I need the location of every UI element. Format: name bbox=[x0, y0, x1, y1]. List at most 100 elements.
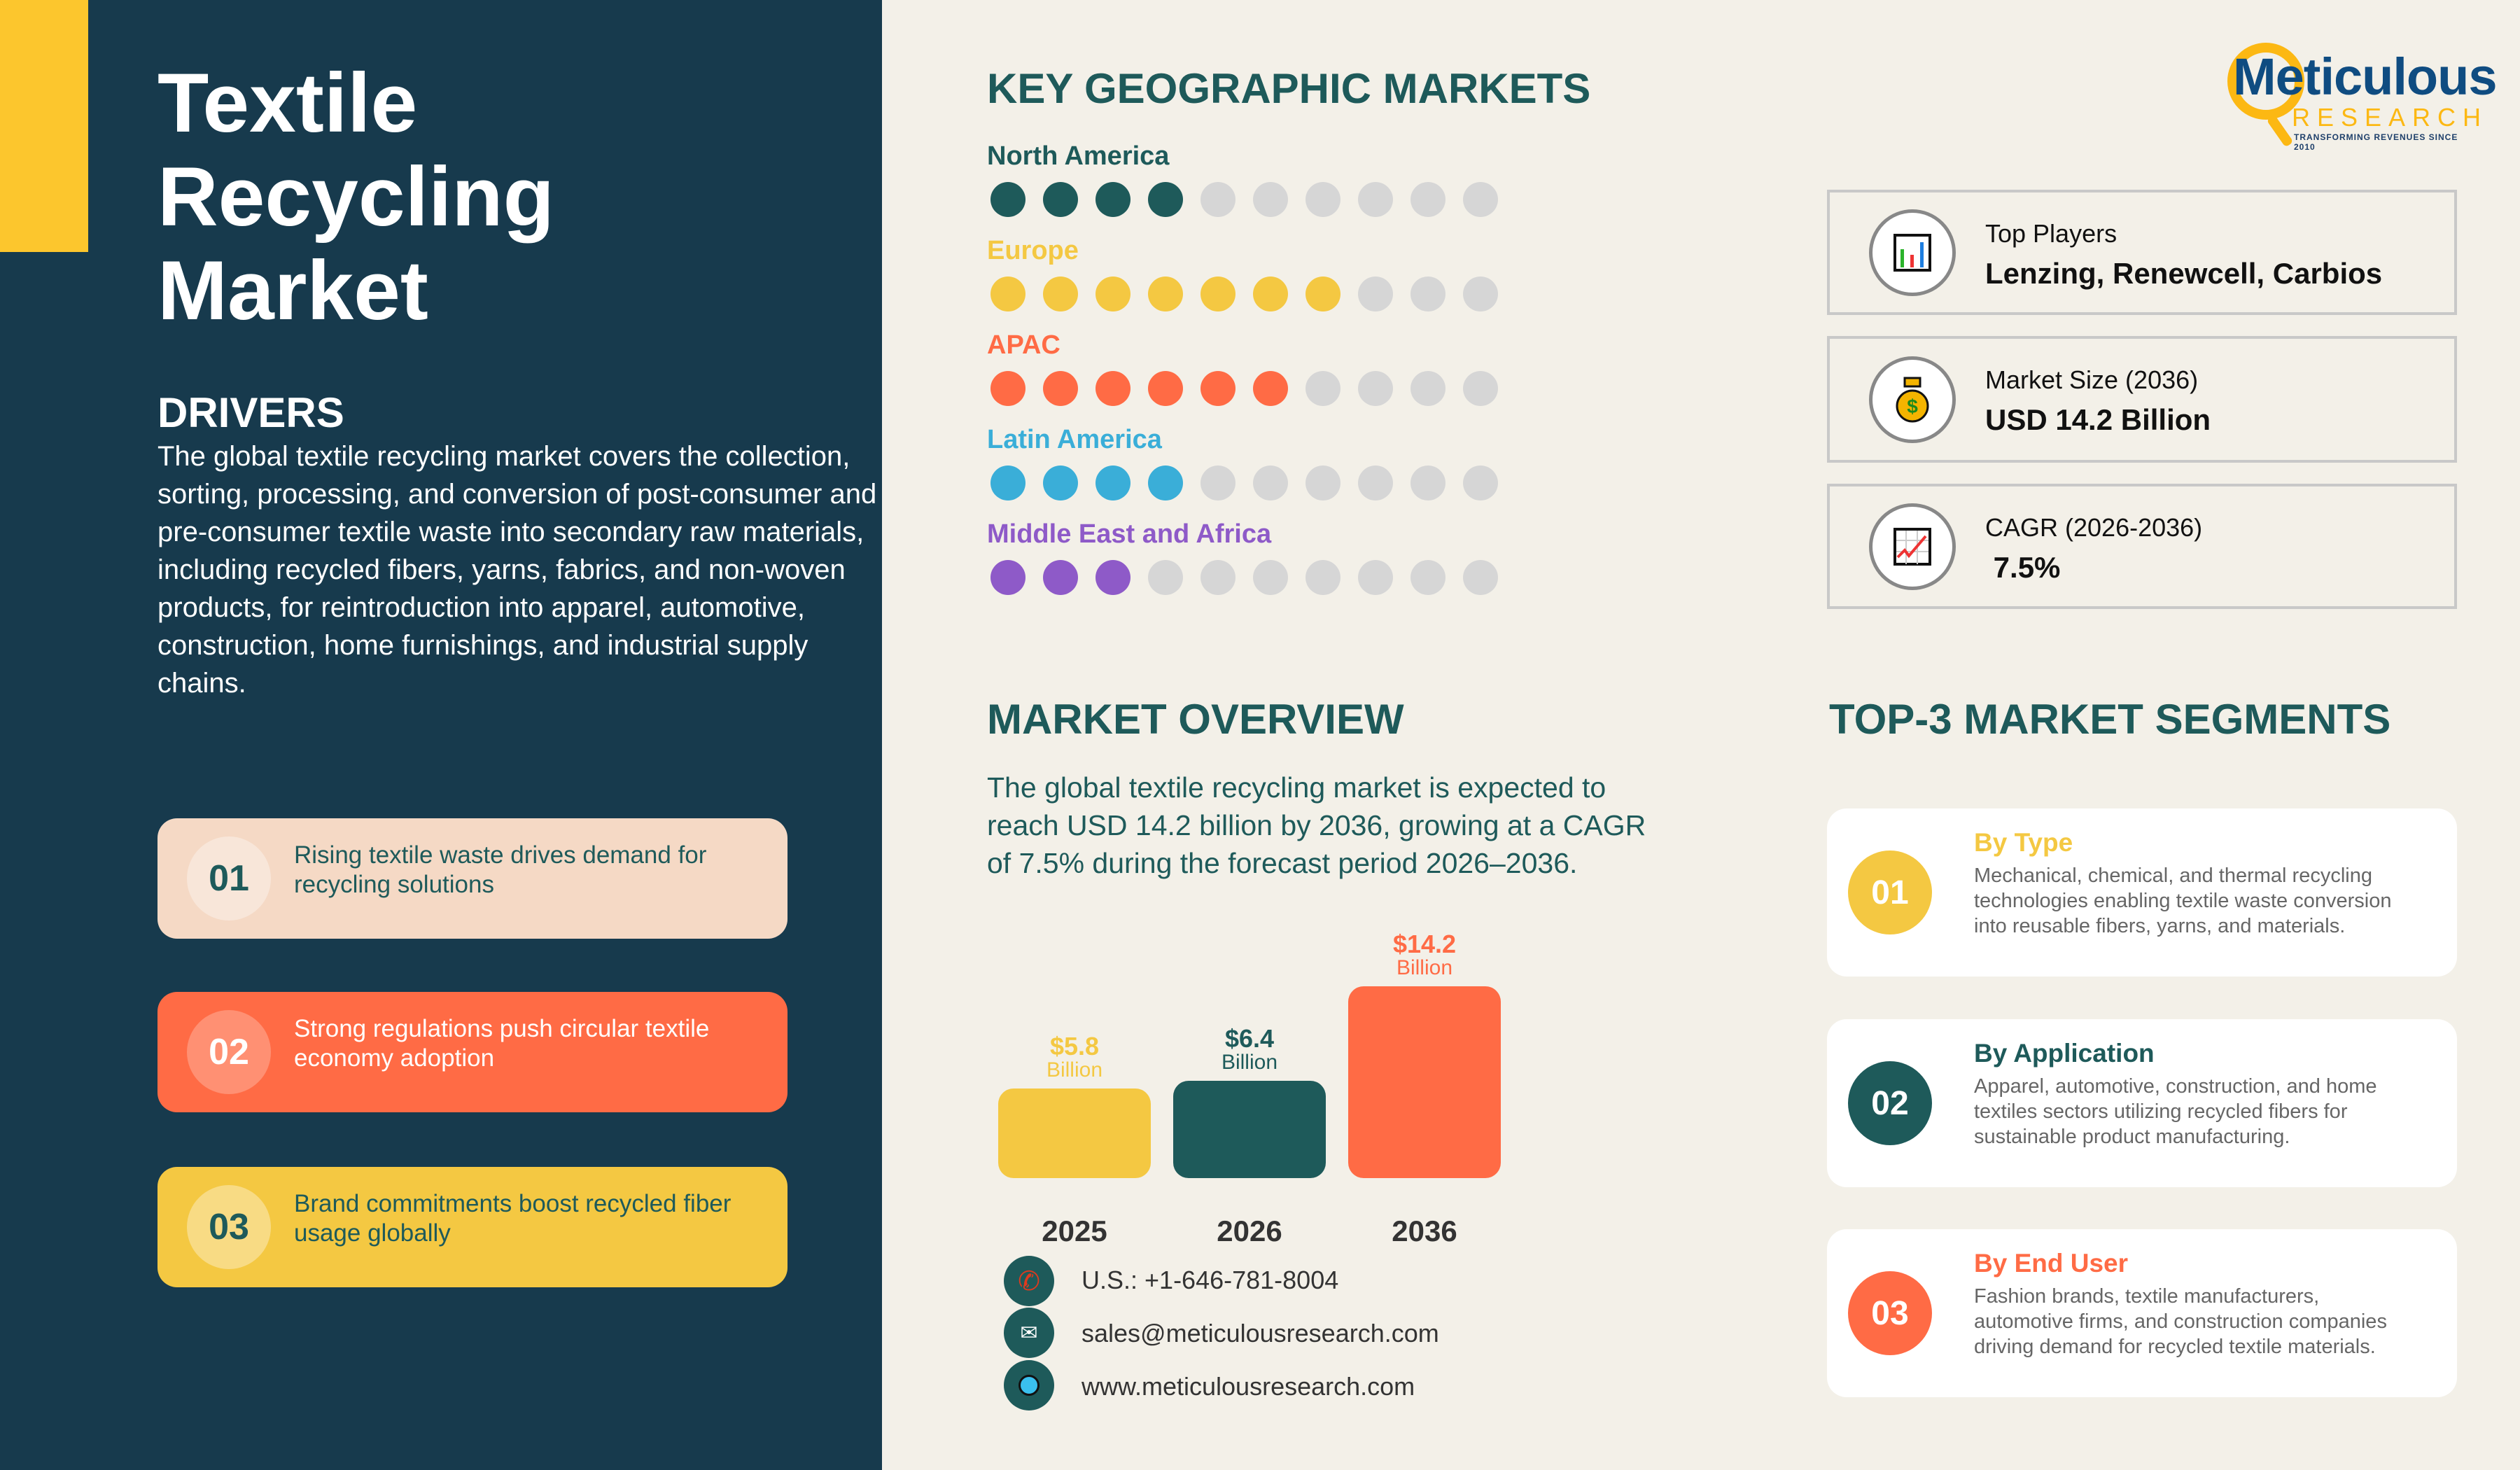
empty-dot bbox=[1253, 560, 1288, 595]
filled-dot bbox=[990, 560, 1026, 595]
overview-heading: MARKET OVERVIEW bbox=[987, 696, 1404, 743]
bar-value-label: $5.8 Billion bbox=[998, 1031, 1151, 1082]
driver-number: 03 bbox=[187, 1185, 271, 1269]
filled-dot bbox=[1096, 182, 1130, 217]
empty-dot bbox=[1410, 276, 1446, 312]
segment-card: 01 By Type Mechanical, chemical, and therm… bbox=[1827, 808, 2457, 976]
accent-block bbox=[0, 0, 88, 252]
overview-text: The global textile recycling market is e… bbox=[987, 771, 1646, 879]
empty-dot bbox=[1306, 465, 1340, 500]
segment-title: By Application bbox=[1974, 1039, 2155, 1068]
bar-unit: Billion bbox=[1396, 956, 1453, 980]
empty-dot bbox=[1358, 560, 1393, 595]
geo-heading: KEY GEOGRAPHIC MARKETS bbox=[987, 65, 1591, 112]
segment-number: 01 bbox=[1848, 850, 1932, 934]
trend-chart-icon bbox=[1869, 503, 1956, 590]
driver-text: Strong regulations push circular textile… bbox=[294, 1015, 710, 1072]
email-icon-circle: ✉ bbox=[1004, 1308, 1054, 1358]
bar-value-label: $14.2 Billion bbox=[1348, 932, 1501, 979]
empty-dot bbox=[1148, 560, 1183, 595]
web-icon-circle bbox=[1004, 1360, 1054, 1410]
empty-dot bbox=[1463, 276, 1498, 312]
globe-icon bbox=[1018, 1375, 1040, 1396]
empty-dot bbox=[1253, 465, 1288, 500]
logo: Meticulous RESEARCH TRANSFORMING REVENUE… bbox=[2227, 38, 2497, 152]
empty-dot bbox=[1463, 560, 1498, 595]
segments-heading: TOP-3 MARKET SEGMENTS bbox=[1829, 696, 2391, 743]
empty-dot bbox=[1410, 182, 1446, 217]
empty-dot bbox=[1306, 560, 1340, 595]
page-title: Textile Recycling Market bbox=[158, 56, 554, 337]
svg-text:$: $ bbox=[1907, 396, 1918, 417]
filled-dot bbox=[1043, 560, 1078, 595]
bar-value: $5.8 bbox=[1049, 1031, 1100, 1060]
bar-unit: Billion bbox=[1221, 1051, 1278, 1074]
filled-dot bbox=[1148, 465, 1183, 500]
contact-email[interactable]: sales@meticulousresearch.com bbox=[1082, 1319, 1439, 1348]
filled-dot bbox=[1096, 371, 1130, 406]
drivers-heading: DRIVERS bbox=[158, 389, 344, 436]
segment-number: 03 bbox=[1848, 1271, 1932, 1355]
driver-text: Rising textile waste drives demand for r… bbox=[294, 841, 707, 898]
filled-dot bbox=[1306, 276, 1340, 312]
filled-dot bbox=[1043, 465, 1078, 500]
filled-dot bbox=[1200, 276, 1236, 312]
empty-dot bbox=[1200, 560, 1236, 595]
bar-unit: Billion bbox=[1046, 1058, 1103, 1082]
driver-card: 01 Rising textile waste drives demand for… bbox=[158, 818, 788, 939]
region-dot-scale bbox=[990, 560, 1498, 595]
filled-dot bbox=[990, 465, 1026, 500]
stat-value: 7.5% bbox=[1985, 551, 2061, 584]
segment-title: By End User bbox=[1974, 1249, 2129, 1278]
segment-description: Fashion brands, textile manufacturers, a… bbox=[1974, 1285, 2387, 1358]
filled-dot bbox=[990, 276, 1026, 312]
contact-website[interactable]: www.meticulousresearch.com bbox=[1082, 1372, 1415, 1401]
region-dot-scale bbox=[990, 371, 1498, 406]
bar bbox=[1173, 1081, 1326, 1178]
stat-label: Market Size (2036) bbox=[1985, 365, 2199, 394]
empty-dot bbox=[1358, 276, 1393, 312]
phone-icon: ✆ bbox=[1018, 1266, 1040, 1296]
phone-icon-circle: ✆ bbox=[1004, 1256, 1054, 1306]
filled-dot bbox=[1148, 371, 1183, 406]
driver-card: 02 Strong regulations push circular texti… bbox=[158, 992, 788, 1112]
segment-card: 03 By End User Fashion brands, textile man… bbox=[1827, 1229, 2457, 1397]
driver-number: 01 bbox=[187, 836, 271, 920]
driver-text: Brand commitments boost recycled fiber u… bbox=[294, 1190, 732, 1247]
filled-dot bbox=[1200, 371, 1236, 406]
region-label: Middle East and Africa bbox=[987, 519, 1272, 549]
region-label: North America bbox=[987, 141, 1170, 171]
region-label: APAC bbox=[987, 330, 1060, 360]
bar bbox=[1348, 986, 1501, 1178]
bar-chart-icon bbox=[1869, 209, 1956, 296]
segment-description: Apparel, automotive, construction, and h… bbox=[1974, 1075, 2377, 1148]
empty-dot bbox=[1358, 371, 1393, 406]
empty-dot bbox=[1410, 371, 1446, 406]
drivers-description: The global textile recycling market cove… bbox=[158, 441, 877, 699]
filled-dot bbox=[990, 371, 1026, 406]
region-dot-scale bbox=[990, 465, 1498, 500]
empty-dot bbox=[1410, 465, 1446, 500]
empty-dot bbox=[1358, 182, 1393, 217]
filled-dot bbox=[1148, 182, 1183, 217]
stat-card: Top Players Lenzing, Renewcell, Carbios bbox=[1827, 190, 2457, 315]
contact-phone[interactable]: U.S.: +1-646-781-8004 bbox=[1082, 1266, 1339, 1294]
bar bbox=[998, 1088, 1151, 1178]
empty-dot bbox=[1463, 371, 1498, 406]
empty-dot bbox=[1253, 182, 1288, 217]
filled-dot bbox=[1043, 276, 1078, 312]
empty-dot bbox=[1463, 465, 1498, 500]
stat-label: CAGR (2026-2036) bbox=[1985, 513, 2203, 542]
region-dot-scale bbox=[990, 182, 1498, 217]
bar-value-label: $6.4 Billion bbox=[1173, 1026, 1326, 1074]
bar-value: $6.4 bbox=[1224, 1024, 1275, 1054]
empty-dot bbox=[1200, 182, 1236, 217]
filled-dot bbox=[1096, 560, 1130, 595]
empty-dot bbox=[1463, 182, 1498, 217]
year-label: 2026 bbox=[1217, 1214, 1282, 1247]
stat-label: Top Players bbox=[1985, 219, 2118, 248]
empty-dot bbox=[1306, 371, 1340, 406]
filled-dot bbox=[1253, 276, 1288, 312]
filled-dot bbox=[1253, 371, 1288, 406]
region-label: Latin America bbox=[987, 425, 1162, 454]
